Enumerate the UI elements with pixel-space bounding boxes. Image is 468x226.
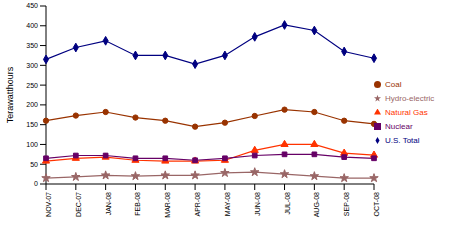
svg-text:250: 250: [26, 82, 38, 89]
svg-text:MAR-08: MAR-08: [164, 192, 171, 218]
html-text:U.S. Total: U.S. Total: [385, 136, 420, 145]
svg-text:150: 150: [26, 121, 38, 128]
svg-text:OCT-08: OCT-08: [373, 192, 380, 217]
svg-text:0: 0: [34, 180, 38, 187]
svg-text:APR-08: APR-08: [194, 192, 201, 217]
svg-text:JUN-08: JUN-08: [254, 192, 261, 216]
html-text:Natural Gas: Natural Gas: [385, 108, 428, 117]
svg-text:300: 300: [26, 62, 38, 69]
svg-text:50: 50: [30, 161, 38, 168]
html-text:Coal: Coal: [385, 80, 402, 89]
html-text:Nuclear: Nuclear: [385, 122, 413, 131]
svg-text:100: 100: [26, 141, 38, 148]
svg-text:450: 450: [26, 2, 38, 9]
html-text:Hydro-electric: Hydro-electric: [385, 94, 435, 103]
svg-text:FEB-08: FEB-08: [134, 192, 141, 216]
svg-text:NOV-07: NOV-07: [45, 192, 52, 217]
svg-text:JAN-08: JAN-08: [105, 192, 112, 215]
svg-text:SEP-08: SEP-08: [343, 192, 350, 216]
svg-text:400: 400: [26, 22, 38, 29]
svg-text:200: 200: [26, 101, 38, 108]
svg-text:DEC-07: DEC-07: [75, 192, 82, 217]
svg-text:AUG-08: AUG-08: [313, 192, 320, 217]
svg-text:MAY-08: MAY-08: [224, 192, 231, 216]
svg-text:JUL-08: JUL-08: [284, 192, 291, 215]
svg-text:350: 350: [26, 42, 38, 49]
svg-text:Terawatthours: Terawatthours: [8, 66, 15, 123]
